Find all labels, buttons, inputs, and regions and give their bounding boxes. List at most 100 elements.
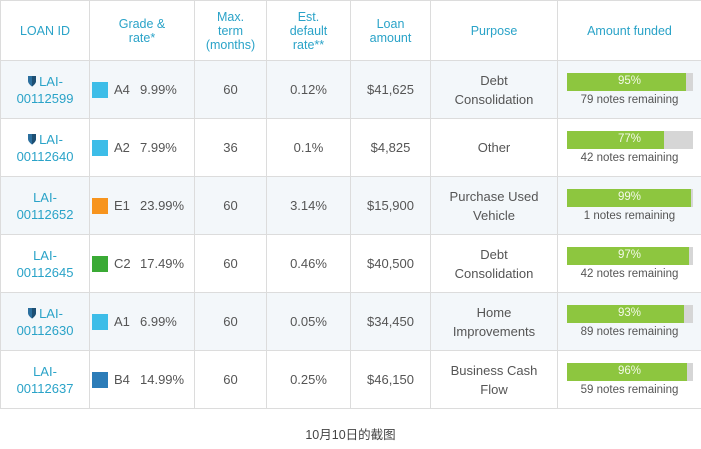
grade-swatch <box>92 255 108 272</box>
loan-id-prefix[interactable]: LAI- <box>39 73 63 89</box>
funded-cell: 95% 79 notes remaining <box>557 60 701 119</box>
purpose-cell: Purchase Used Vehicle <box>430 176 558 235</box>
loan-id-cell[interactable]: LAI- 00112645 <box>0 234 90 293</box>
table-row[interactable]: LAI- 00112640 A2 7.99% 36 0.1% $4,825 Othe… <box>0 118 701 177</box>
loan-id-prefix[interactable]: LAI- <box>33 363 57 379</box>
loan-id-number[interactable]: 00112630 <box>16 322 74 338</box>
loan-table: LOAN ID Grade & rate* Max. term (months) Es… <box>0 0 701 409</box>
loan-id-number[interactable]: 00112640 <box>16 148 74 164</box>
loan-id-number[interactable]: 00112645 <box>16 264 74 280</box>
purpose-cell: Business Cash Flow <box>430 350 558 409</box>
loan-amount-cell: $41,625 <box>350 60 431 119</box>
loan-amount-cell: $15,900 <box>350 176 431 235</box>
funded-progress-bar: 77% <box>566 131 693 149</box>
interest-rate: 17.49% <box>140 256 185 272</box>
table-row[interactable]: LAI- 00112630 A1 6.99% 60 0.05% $34,450 Ho… <box>0 292 701 351</box>
screenshot-caption: 10月10日的截图 <box>305 428 396 442</box>
purpose-cell: Home Improvements <box>430 292 558 351</box>
purpose-cell: Debt Consolidation <box>430 60 558 119</box>
funded-progress-bar: 99% <box>566 189 693 207</box>
funded-progress-fill <box>566 363 688 381</box>
grade-swatch <box>92 313 108 330</box>
shield-icon <box>28 133 37 144</box>
loan-id-prefix[interactable]: LAI- <box>33 247 57 263</box>
header-loan-id[interactable]: LOAN ID <box>0 0 90 61</box>
purpose-cell: Other <box>430 118 558 177</box>
funded-percent: 95% <box>617 75 642 87</box>
funded-percent: 96% <box>617 365 642 377</box>
table-header-row: LOAN ID Grade & rate* Max. term (months) Es… <box>0 0 701 61</box>
grade-rate-cell: C2 17.49% <box>89 234 195 293</box>
header-purpose[interactable]: Purpose <box>430 0 558 61</box>
loan-listing: LOAN ID Grade & rate* Max. term (months) Es… <box>0 0 701 409</box>
header-default-rate[interactable]: Est. default rate** <box>266 0 351 61</box>
term-cell: 60 <box>194 176 267 235</box>
table-row[interactable]: LAI- 00112645 C2 17.49% 60 0.46% $40,500 D… <box>0 234 701 293</box>
funded-cell: 99% 1 notes remaining <box>557 176 701 235</box>
funded-progress-bar: 95% <box>566 73 693 91</box>
grade-swatch <box>92 371 108 388</box>
loan-amount-cell: $34,450 <box>350 292 431 351</box>
loan-id-cell[interactable]: LAI- 00112599 <box>0 60 90 119</box>
purpose-cell: Debt Consolidation <box>430 234 558 293</box>
funded-progress-fill <box>566 305 684 323</box>
funded-percent: 93% <box>617 307 642 319</box>
loan-id-number[interactable]: 00112637 <box>16 380 74 396</box>
funded-cell: 96% 59 notes remaining <box>557 350 701 409</box>
notes-remaining: 59 notes remaining <box>580 384 679 396</box>
header-grade-rate[interactable]: Grade & rate* <box>89 0 195 61</box>
grade-label: B4 <box>114 372 130 388</box>
term-cell: 60 <box>194 350 267 409</box>
loan-id-cell[interactable]: LAI- 00112637 <box>0 350 90 409</box>
grade-rate-cell: E1 23.99% <box>89 176 195 235</box>
interest-rate: 14.99% <box>140 372 185 388</box>
default-rate-cell: 0.05% <box>266 292 351 351</box>
grade-swatch <box>92 81 108 98</box>
table-row[interactable]: LAI- 00112652 E1 23.99% 60 3.14% $15,900 P… <box>0 176 701 235</box>
shield-icon <box>28 75 37 86</box>
header-amount-funded[interactable]: Amount funded <box>557 0 701 61</box>
funded-percent: 97% <box>617 249 642 261</box>
table-row[interactable]: LAI- 00112599 A4 9.99% 60 0.12% $41,625 De… <box>0 60 701 119</box>
default-rate-cell: 0.46% <box>266 234 351 293</box>
default-rate-cell: 0.25% <box>266 350 351 409</box>
loan-id-prefix[interactable]: LAI- <box>33 189 57 205</box>
interest-rate: 6.99% <box>140 314 177 330</box>
funded-progress-fill <box>566 131 664 149</box>
term-cell: 60 <box>194 292 267 351</box>
grade-label: E1 <box>114 198 130 214</box>
funded-progress-fill <box>566 247 689 265</box>
term-cell: 60 <box>194 234 267 293</box>
loan-id-prefix[interactable]: LAI- <box>39 131 63 147</box>
loan-amount-cell: $46,150 <box>350 350 431 409</box>
loan-id-number[interactable]: 00112652 <box>16 206 74 222</box>
loan-id-prefix[interactable]: LAI- <box>39 305 63 321</box>
funded-percent: 77% <box>617 133 642 145</box>
loan-id-cell[interactable]: LAI- 00112652 <box>0 176 90 235</box>
interest-rate: 23.99% <box>140 198 185 214</box>
interest-rate: 9.99% <box>140 82 177 98</box>
default-rate-cell: 3.14% <box>266 176 351 235</box>
term-cell: 60 <box>194 60 267 119</box>
funded-percent: 99% <box>617 191 642 203</box>
header-max-term[interactable]: Max. term (months) <box>194 0 267 61</box>
loan-id-cell[interactable]: LAI- 00112630 <box>0 292 90 351</box>
loan-amount-cell: $4,825 <box>350 118 431 177</box>
funded-cell: 93% 89 notes remaining <box>557 292 701 351</box>
notes-remaining: 42 notes remaining <box>580 152 679 164</box>
grade-rate-cell: A1 6.99% <box>89 292 195 351</box>
header-loan-amount[interactable]: Loan amount <box>350 0 431 61</box>
table-row[interactable]: LAI- 00112637 B4 14.99% 60 0.25% $46,150 B… <box>0 350 701 409</box>
loan-amount-cell: $40,500 <box>350 234 431 293</box>
grade-rate-cell: B4 14.99% <box>89 350 195 409</box>
grade-swatch <box>92 139 108 156</box>
term-cell: 36 <box>194 118 267 177</box>
grade-label: A1 <box>114 314 130 330</box>
funded-progress-fill <box>566 73 687 91</box>
funded-cell: 77% 42 notes remaining <box>557 118 701 177</box>
funded-progress-bar: 93% <box>566 305 693 323</box>
loan-id-number[interactable]: 00112599 <box>16 90 74 106</box>
grade-rate-cell: A4 9.99% <box>89 60 195 119</box>
loan-id-cell[interactable]: LAI- 00112640 <box>0 118 90 177</box>
notes-remaining: 42 notes remaining <box>580 268 679 280</box>
